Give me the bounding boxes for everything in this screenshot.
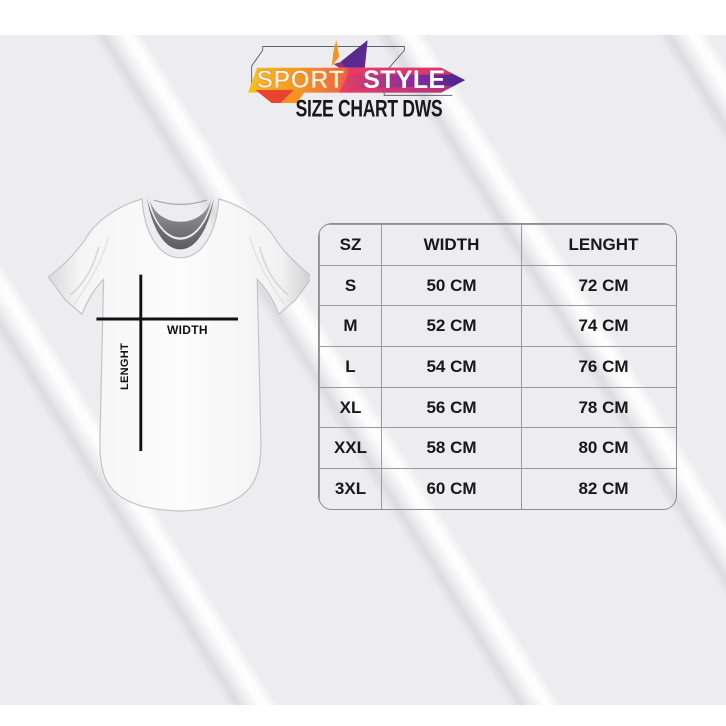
svg-text:SPORT: SPORT (257, 67, 345, 94)
svg-text:STYLE: STYLE (363, 67, 445, 94)
